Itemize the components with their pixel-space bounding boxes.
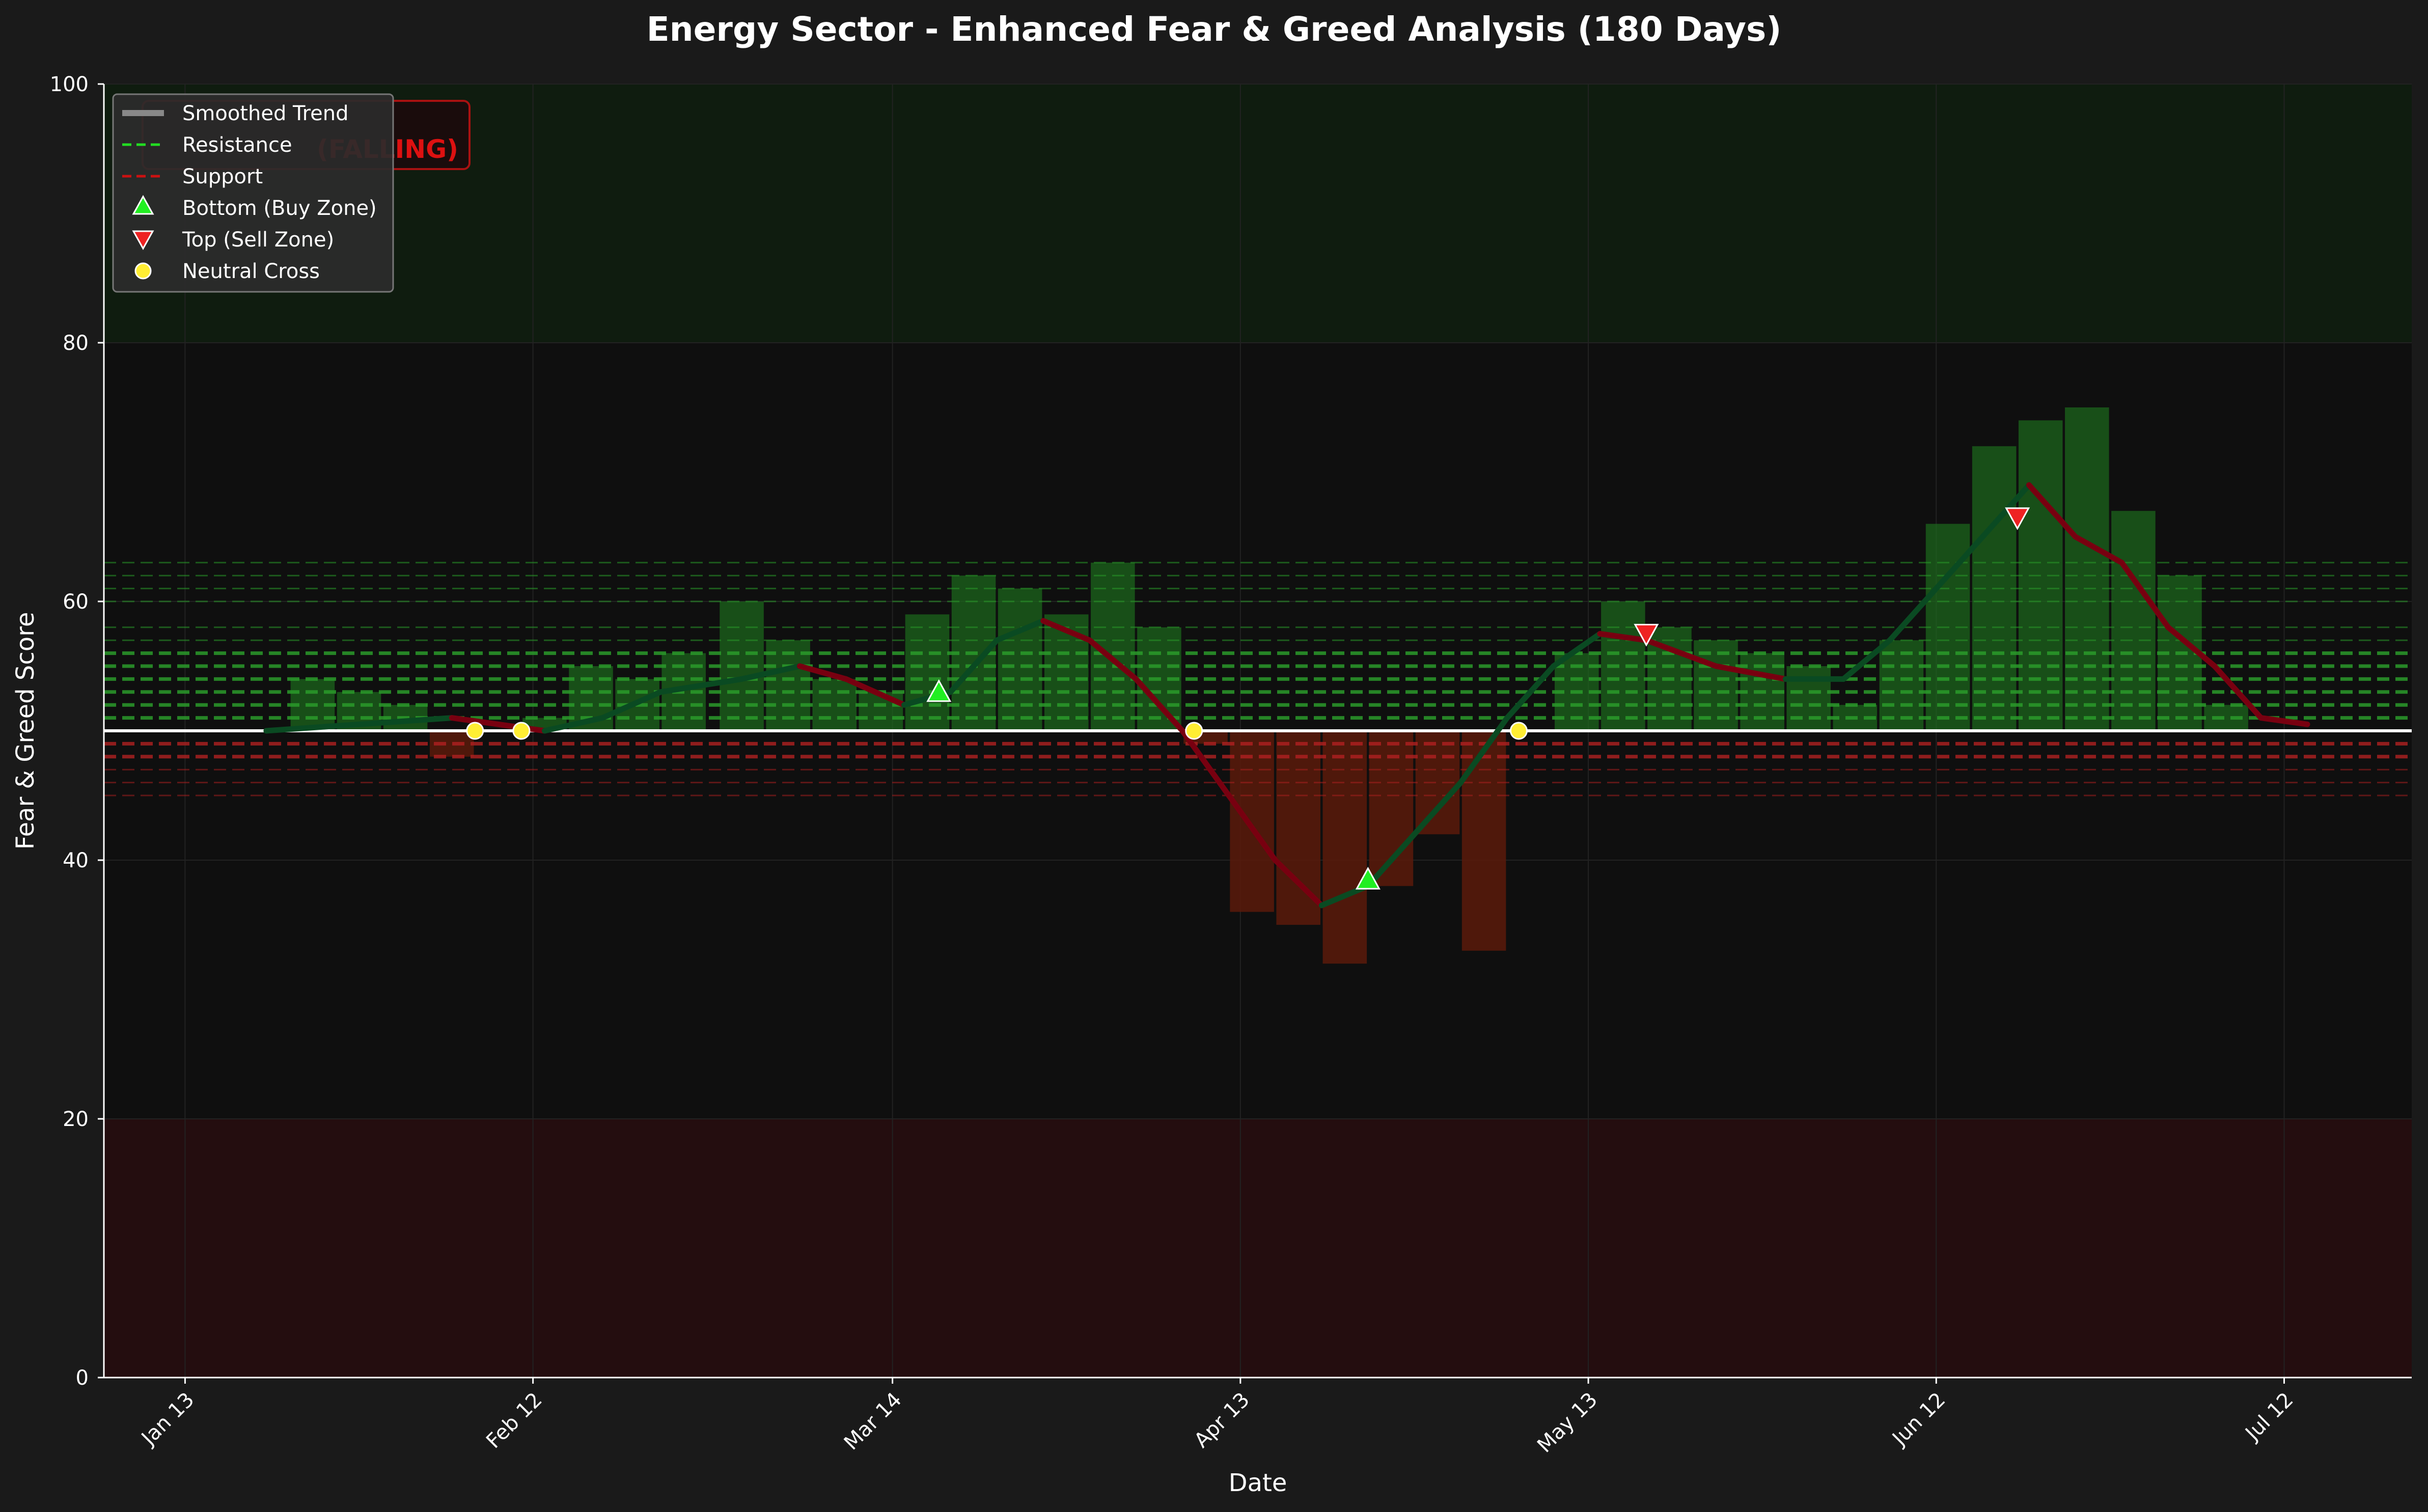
score-bar-39 xyxy=(2111,511,2156,731)
neutral-cross-marker-3 xyxy=(1509,722,1528,740)
trend-segment-4 xyxy=(599,689,664,721)
trend-segment-8 xyxy=(843,676,907,708)
trend-segment-30 xyxy=(1933,534,1985,592)
score-bar-13 xyxy=(905,614,950,731)
trend-segment-0 xyxy=(263,721,362,734)
y-tick-label-5: 100 xyxy=(50,73,89,96)
trend-segment-24 xyxy=(1597,631,1649,643)
trend-segment-12 xyxy=(1040,618,1093,643)
trend-segment-14 xyxy=(1133,676,1185,734)
score-bar-30 xyxy=(1694,640,1738,731)
legend-frame xyxy=(112,93,394,293)
legend-label-neutral-cross: Neutral Cross xyxy=(182,260,320,283)
trend-segment-36 xyxy=(2212,663,2264,721)
y-tick-label-3: 60 xyxy=(63,590,89,614)
trend-segment-20 xyxy=(1411,780,1464,837)
extreme-greed-zone xyxy=(104,84,2412,343)
x-axis-label: Date xyxy=(1229,1469,1287,1497)
top-marker-1 xyxy=(2005,507,2030,531)
chart-title: Energy Sector - Enhanced Fear & Greed An… xyxy=(647,10,1782,49)
legend-swatch-top xyxy=(132,230,154,251)
legend: Smoothed Trend Resistance Support Bottom… xyxy=(112,93,394,293)
y-tick-label-0: 0 xyxy=(76,1366,89,1390)
trend-segment-34 xyxy=(2119,560,2171,630)
trend-segment-17 xyxy=(1272,857,1325,909)
bottom-marker-1 xyxy=(1355,866,1381,890)
trend-segment-19 xyxy=(1365,831,1417,889)
trend-segment-22 xyxy=(1504,663,1557,721)
y-tick-label-2: 40 xyxy=(63,849,89,872)
trend-segment-31 xyxy=(1979,482,2032,540)
y-tick-label-4: 80 xyxy=(63,332,89,355)
y-axis-label: Fear & Greed Score xyxy=(11,612,40,850)
score-bar-10 xyxy=(766,640,810,731)
smoothed-trend-line xyxy=(263,482,2310,909)
trend-segment-23 xyxy=(1551,631,1603,669)
score-bar-22 xyxy=(1322,731,1367,964)
score-bar-21 xyxy=(1276,731,1320,925)
trend-segment-5 xyxy=(657,676,745,695)
trend-segment-7 xyxy=(796,663,849,682)
markers xyxy=(466,507,2030,890)
legend-label-support: Support xyxy=(182,165,263,188)
trend-segment-16 xyxy=(1226,792,1278,863)
trend-segment-13 xyxy=(1087,637,1139,682)
trend-segment-1 xyxy=(356,715,455,727)
trend-segment-25 xyxy=(1643,637,1719,669)
score-bar-15 xyxy=(998,588,1042,731)
legend-label-top: Top (Sell Zone) xyxy=(182,228,334,252)
trend-segment-37 xyxy=(2258,715,2310,727)
trend-segment-15 xyxy=(1179,728,1232,799)
neutral-cross-marker-1 xyxy=(512,722,531,740)
neutral-cross-marker-2 xyxy=(1185,722,1203,740)
trend-segment-6 xyxy=(739,663,803,682)
legend-label-resistance: Resistance xyxy=(182,133,292,157)
legend-swatch-bottom xyxy=(132,195,154,215)
plot-area xyxy=(104,84,2412,1378)
trend-segment-3 xyxy=(541,715,605,734)
y-ticks: 0 20 40 60 80 100 xyxy=(50,73,104,1390)
axes xyxy=(103,84,2412,1379)
bottom-marker-0 xyxy=(926,679,952,702)
score-bar-32 xyxy=(1786,666,1831,731)
legend-swatch-neutral-cross xyxy=(134,262,152,280)
trend-segment-32 xyxy=(2026,482,2079,540)
score-bar-20 xyxy=(1230,731,1274,912)
trend-segment-28 xyxy=(1840,637,1893,682)
legend-label-bottom: Bottom (Buy Zone) xyxy=(182,197,377,220)
top-marker-0 xyxy=(1634,624,1659,647)
y-tick-label-1: 20 xyxy=(63,1108,89,1131)
trend-segment-35 xyxy=(2165,624,2218,669)
trend-segment-29 xyxy=(1887,586,1939,643)
extreme-fear-zone xyxy=(104,1119,2412,1378)
trend-segment-33 xyxy=(2073,534,2125,566)
neutral-cross-marker-0 xyxy=(466,722,484,740)
trend-segment-21 xyxy=(1458,715,1510,786)
score-bar-38 xyxy=(2065,407,2109,731)
score-bar-12 xyxy=(859,692,903,731)
trend-segment-10 xyxy=(947,637,1000,695)
legend-label-smoothed-trend: Smoothed Trend xyxy=(182,102,349,125)
trend-segment-11 xyxy=(994,618,1046,643)
trend-segment-26 xyxy=(1713,663,1788,682)
score-bar-34 xyxy=(1879,640,1924,731)
score-bar-25 xyxy=(1461,731,1506,951)
